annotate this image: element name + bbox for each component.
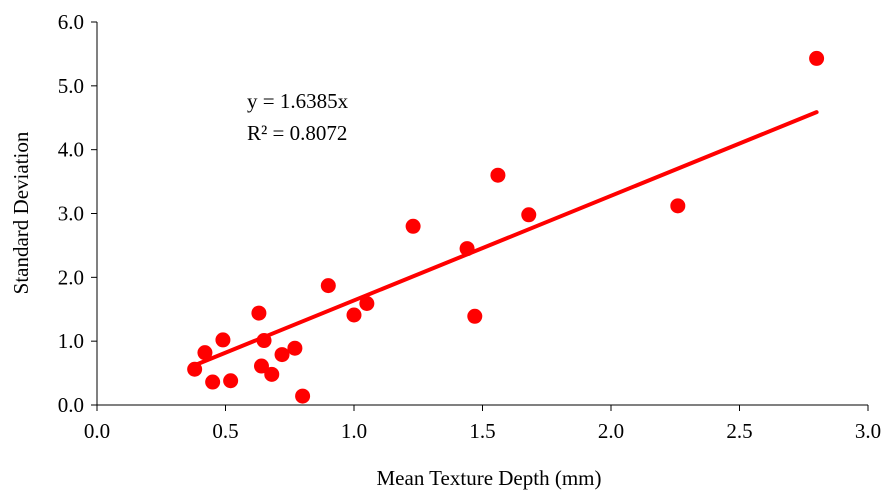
data-point	[346, 307, 362, 323]
x-axis-title: Mean Texture Depth (mm)	[377, 466, 602, 490]
data-point	[251, 305, 267, 321]
data-point	[215, 332, 231, 348]
data-point	[295, 388, 311, 404]
y-axis-ticks: 0.0 1.0 2.0 3.0 4.0 5.0 6.0	[58, 10, 97, 417]
y-tick-label: 6.0	[58, 10, 84, 34]
data-point	[256, 333, 272, 349]
data-points	[187, 50, 825, 404]
x-tick-label: 0.0	[84, 419, 110, 443]
data-point	[187, 361, 203, 377]
y-tick-label: 1.0	[58, 329, 84, 353]
data-point	[670, 198, 686, 214]
x-tick-label: 0.5	[212, 419, 238, 443]
data-point	[264, 366, 280, 382]
data-point	[274, 347, 290, 363]
x-axis-ticks: 0.0 0.5 1.0 1.5 2.0 2.5 3.0	[84, 405, 881, 443]
data-point	[809, 50, 825, 66]
x-tick-label: 1.0	[341, 419, 367, 443]
data-point	[287, 340, 303, 356]
r-squared-label: R² = 0.8072	[247, 121, 347, 145]
y-tick-label: 4.0	[58, 138, 84, 162]
data-point	[359, 296, 375, 312]
trendline	[192, 110, 819, 368]
y-tick-label: 0.0	[58, 393, 84, 417]
x-tick-label: 2.0	[598, 419, 624, 443]
data-point	[521, 207, 537, 223]
data-point	[467, 308, 483, 324]
y-axis-title: Standard Deviation	[9, 131, 33, 294]
trendline-equation: y = 1.6385x	[247, 89, 349, 113]
data-point	[223, 373, 239, 389]
data-point	[320, 278, 336, 294]
y-tick-label: 5.0	[58, 74, 84, 98]
data-point	[405, 218, 421, 234]
data-point	[253, 358, 269, 374]
y-tick-label: 3.0	[58, 202, 84, 226]
data-point	[197, 345, 213, 361]
data-point	[459, 241, 475, 257]
data-point	[205, 374, 221, 390]
x-tick-label: 1.5	[469, 419, 495, 443]
trendline-group	[192, 110, 819, 368]
data-point	[490, 167, 506, 183]
x-tick-label: 3.0	[855, 419, 881, 443]
y-tick-label: 2.0	[58, 265, 84, 289]
x-tick-label: 2.5	[726, 419, 752, 443]
axes	[96, 22, 868, 406]
